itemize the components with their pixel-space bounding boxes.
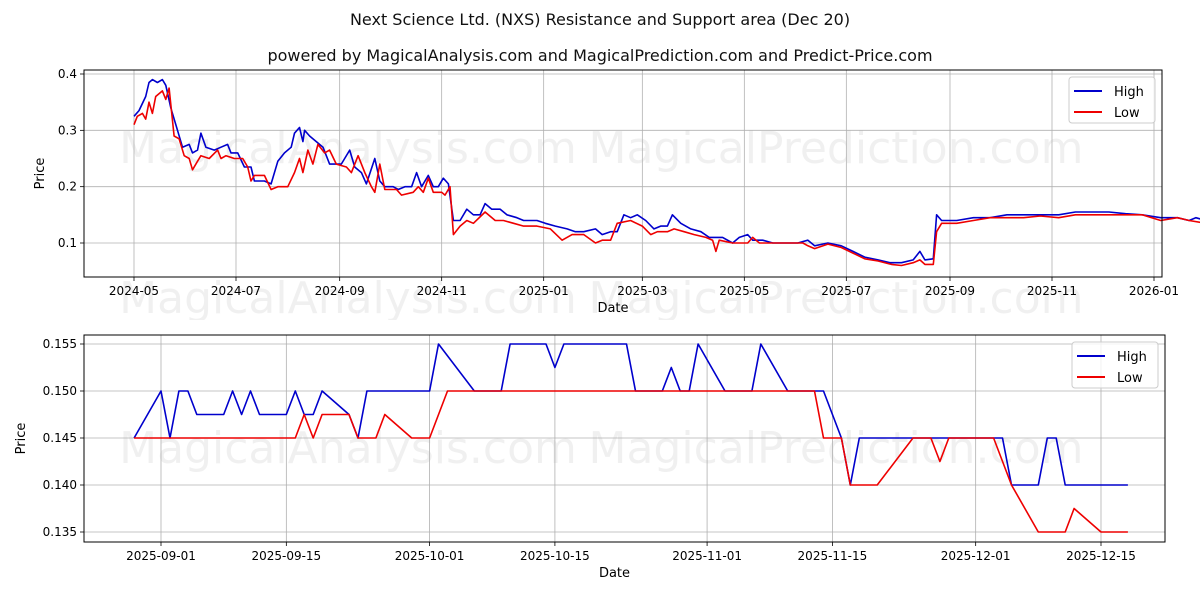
y-tick-label: 0.145 [43, 431, 77, 445]
chart-subtitle: powered by MagicalAnalysis.com and Magic… [267, 46, 933, 65]
legend-high-label: High [1114, 85, 1144, 100]
series-high-line [133, 78, 1200, 264]
x-tick-label: 2025-03 [617, 284, 667, 298]
watermark-text: MagicalPrediction.com [589, 423, 1084, 474]
y-tick-label: 0.4 [58, 67, 77, 81]
bottom-chart: MagicalAnalysis.com MagicalPrediction.com… [14, 334, 1166, 581]
x-tick-label: 2025-12-01 [941, 549, 1011, 563]
series-low-line [134, 390, 1128, 533]
y-tick-label: 0.135 [43, 525, 77, 539]
x-tick-label: 2025-09-15 [251, 549, 321, 563]
x-tick-label: 2025-07 [821, 284, 871, 298]
x-tick-label: 2025-11-01 [672, 549, 742, 563]
y-tick-label: 0.150 [43, 384, 77, 398]
x-tick-label: 2025-09-01 [126, 549, 196, 563]
legend-high-label: High [1117, 350, 1147, 365]
legend: High Low [1071, 341, 1159, 389]
x-tick-label: 2024-07 [211, 284, 261, 298]
x-tick-label: 2025-11-15 [798, 549, 868, 563]
x-tick-label: 2024-11 [417, 284, 467, 298]
watermark-text: MagicalPrediction.com [589, 273, 1084, 320]
watermark-text: MagicalAnalysis.com [119, 273, 577, 320]
y-tick-label: 0.140 [43, 478, 77, 492]
y-axis-label: Price [14, 423, 29, 455]
legend-low-label: Low [1117, 371, 1143, 386]
y-tick-label: 0.2 [58, 180, 77, 194]
x-tick-label: 2025-11 [1027, 284, 1077, 298]
series-low-line [133, 87, 1200, 267]
x-tick-label: 2025-10-15 [520, 549, 590, 563]
x-tick-label: 2025-05 [719, 284, 769, 298]
x-tick-label: 2025-09 [925, 284, 975, 298]
x-axis-label: Date [597, 301, 628, 316]
x-axis-label: Date [599, 566, 630, 581]
plot-frame [83, 69, 1163, 278]
watermark-text: MagicalAnalysis.com [119, 423, 577, 474]
top-chart: MagicalAnalysis.com MagicalPrediction.com… [33, 67, 1200, 320]
x-tick-label: 2026-01 [1129, 284, 1179, 298]
x-tick-label: 2024-05 [109, 284, 159, 298]
y-tick-label: 0.155 [43, 337, 77, 351]
x-tick-label: 2025-01 [519, 284, 569, 298]
watermark-text: MagicalPrediction.com [589, 123, 1084, 174]
x-tick-label: 2025-12-15 [1066, 549, 1136, 563]
x-tick-label: 2024-09 [315, 284, 365, 298]
plot-frame [83, 334, 1166, 543]
legend: High Low [1068, 76, 1156, 124]
chart-title: Next Science Ltd. (NXS) Resistance and S… [349, 10, 851, 29]
y-tick-label: 0.1 [58, 236, 77, 250]
x-tick-label: 2025-10-01 [395, 549, 465, 563]
y-axis-label: Price [33, 158, 48, 190]
legend-low-label: Low [1114, 106, 1140, 121]
y-tick-label: 0.3 [58, 123, 77, 137]
series-high-line [133, 343, 1128, 486]
